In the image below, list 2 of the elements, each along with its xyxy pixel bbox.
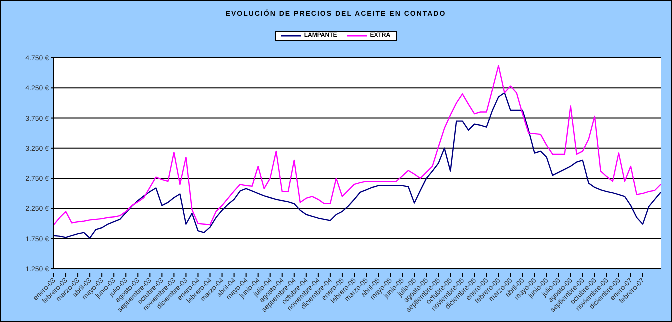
line-series	[53, 65, 662, 226]
line-series	[53, 92, 662, 239]
